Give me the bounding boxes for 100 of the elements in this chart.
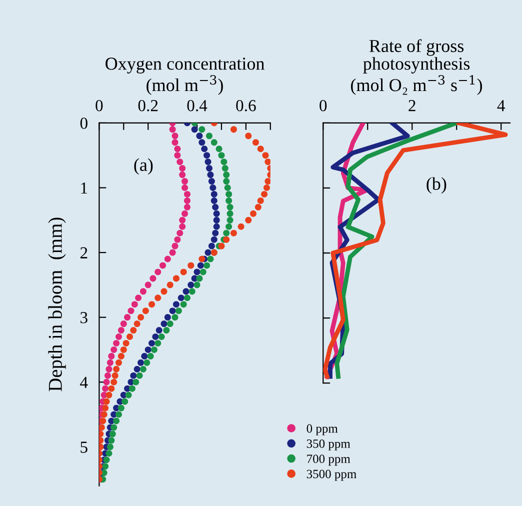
point	[179, 165, 186, 172]
point	[264, 178, 270, 185]
point	[109, 430, 116, 438]
point	[182, 184, 188, 191]
point	[154, 294, 162, 302]
point	[184, 197, 190, 204]
point	[130, 327, 137, 334]
y-tick-label: 2	[80, 247, 88, 258]
point	[115, 333, 122, 340]
point	[213, 216, 220, 224]
point	[160, 320, 168, 328]
point	[135, 294, 142, 302]
point	[198, 256, 206, 262]
point	[194, 268, 200, 276]
point	[261, 190, 268, 198]
point	[118, 327, 124, 334]
point	[218, 152, 225, 159]
legend-label: 350 ppm	[306, 439, 350, 450]
point	[196, 275, 203, 282]
point	[166, 320, 174, 328]
point	[108, 352, 115, 360]
point	[204, 158, 212, 166]
x-tick-label: 0	[320, 100, 327, 112]
point	[108, 437, 115, 444]
point	[264, 158, 270, 166]
point	[100, 418, 106, 424]
point	[110, 346, 118, 353]
point	[118, 352, 124, 360]
annotation: (a)	[134, 158, 153, 175]
point	[201, 146, 208, 152]
point	[175, 308, 182, 314]
point	[106, 450, 112, 457]
point	[178, 294, 184, 302]
point	[141, 352, 148, 360]
point	[128, 308, 134, 314]
point	[257, 197, 264, 204]
point	[138, 314, 144, 321]
x-tick-label: 0.4	[187, 100, 208, 112]
point	[134, 320, 140, 328]
point	[102, 385, 109, 392]
point	[156, 327, 162, 334]
x-tick-label: 2	[408, 100, 416, 112]
point	[174, 152, 181, 159]
point	[113, 366, 120, 372]
point	[245, 132, 252, 140]
point	[112, 372, 118, 379]
point	[188, 262, 194, 269]
point	[150, 275, 156, 282]
point	[102, 463, 109, 470]
point	[142, 308, 149, 314]
point	[136, 372, 143, 379]
point	[169, 249, 176, 256]
point	[207, 172, 214, 178]
point	[115, 359, 122, 366]
point	[222, 165, 228, 172]
point	[194, 282, 200, 288]
point	[200, 268, 206, 276]
point	[198, 139, 206, 146]
point	[174, 236, 181, 243]
legend-label: 0 ppm	[306, 424, 338, 436]
point	[182, 178, 188, 185]
point	[103, 398, 110, 405]
point	[210, 190, 218, 198]
point	[184, 204, 190, 210]
point	[134, 366, 140, 372]
point	[100, 411, 108, 418]
point	[188, 282, 194, 288]
point	[263, 184, 270, 191]
point	[128, 385, 136, 392]
point	[169, 126, 176, 133]
point	[184, 190, 190, 198]
point	[106, 359, 114, 366]
point	[207, 256, 214, 262]
point	[154, 340, 162, 346]
point	[176, 158, 184, 166]
point	[218, 242, 225, 250]
point	[166, 282, 174, 288]
point	[204, 152, 210, 159]
y-axis-title: Depth in bloom (mm)	[48, 218, 66, 392]
x-tick-label: 0.2	[138, 100, 158, 112]
point	[130, 372, 137, 379]
point	[223, 236, 230, 243]
point	[226, 197, 232, 204]
point	[226, 216, 234, 224]
point	[120, 320, 127, 328]
legend-label: 3500 ppm	[306, 470, 356, 481]
point	[122, 398, 128, 405]
point	[210, 139, 218, 146]
point	[226, 204, 234, 210]
point	[160, 262, 166, 269]
point	[179, 223, 186, 230]
point	[102, 404, 109, 412]
point	[245, 216, 252, 224]
point	[172, 301, 180, 308]
point	[212, 230, 219, 236]
point	[144, 346, 152, 353]
point	[148, 301, 156, 308]
x-tick-label: 0	[96, 100, 103, 112]
point	[182, 210, 188, 217]
point	[106, 366, 112, 372]
